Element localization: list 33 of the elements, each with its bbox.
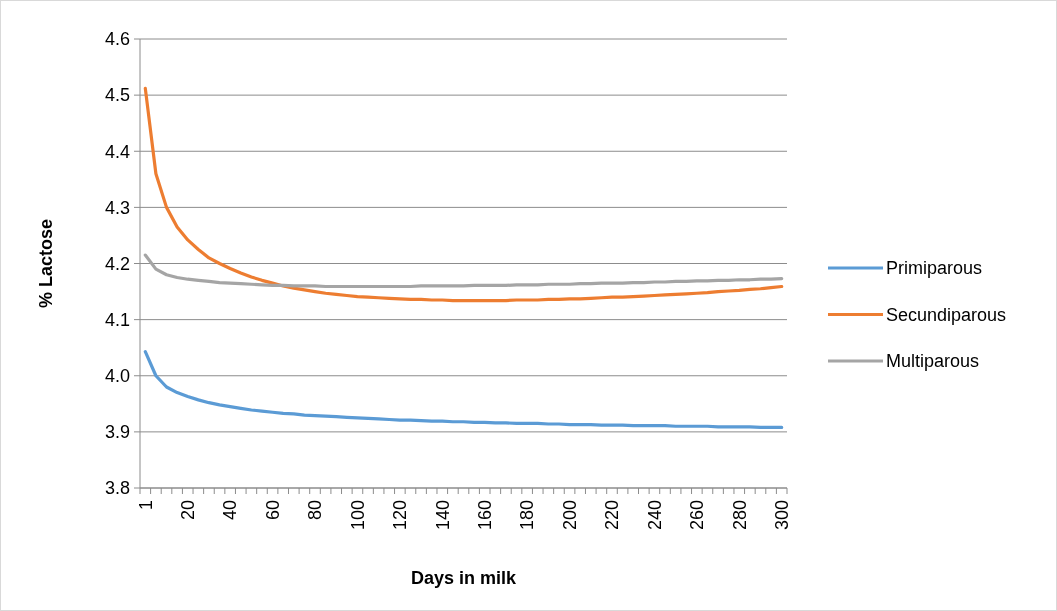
legend-label: Primiparous — [886, 258, 983, 279]
line-series — [143, 350, 784, 429]
x-tick-label: 80 — [305, 500, 326, 521]
y-tick-label: 4.6 — [104, 29, 130, 50]
y-tick-label: 3.9 — [104, 422, 130, 443]
y-tick-label: 3.8 — [104, 478, 130, 499]
x-tick-label: 300 — [772, 500, 792, 531]
x-axis-title: Days in milk — [410, 568, 518, 588]
legend-label: Secundiparous — [886, 304, 1007, 325]
y-axis-title: % Lactose — [36, 218, 56, 309]
line-series — [143, 86, 784, 303]
y-tick-label: 4.2 — [104, 253, 130, 274]
line-series — [143, 253, 784, 289]
x-tick-label: 140 — [432, 500, 453, 531]
x-tick-label: 180 — [517, 500, 538, 531]
y-tick-label: 4.3 — [104, 197, 130, 218]
x-tick-label: 160 — [475, 500, 496, 531]
x-tick-label: 260 — [687, 500, 708, 531]
x-tick-label: 40 — [220, 500, 241, 521]
x-tick-label: 120 — [390, 500, 411, 531]
y-tick-label: 4.4 — [104, 141, 130, 162]
x-tick-label: 220 — [602, 500, 623, 531]
x-tick-label: 240 — [644, 500, 665, 531]
x-tick-label: 1 — [135, 500, 156, 511]
legend-label: Multiparous — [886, 351, 980, 372]
y-tick-label: 4.5 — [104, 85, 130, 106]
x-tick-label: 280 — [729, 500, 750, 531]
y-tick-label: 4.1 — [104, 309, 130, 330]
x-tick-label: 200 — [559, 500, 580, 531]
x-tick-label: 100 — [347, 500, 368, 531]
x-tick-label: 60 — [262, 500, 283, 521]
x-tick-label: 20 — [178, 500, 199, 521]
y-tick-label: 4.0 — [104, 366, 130, 387]
